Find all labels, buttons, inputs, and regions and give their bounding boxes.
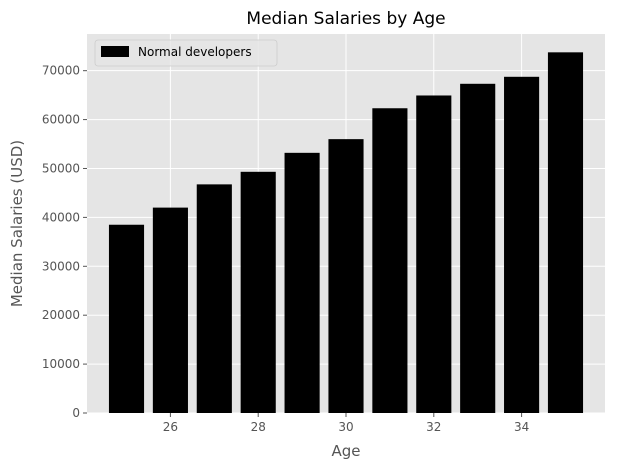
bar (372, 108, 408, 413)
bar (504, 76, 540, 413)
bar (328, 139, 364, 413)
y-axis-ticks: 0 10000 20000 30000 40000 50000 60000 70000 (42, 64, 87, 420)
chart-title: Median Salaries by Age (246, 9, 445, 29)
y-tick-label: 60000 (42, 113, 80, 127)
x-axis-ticks: 26 28 30 32 34 (163, 413, 529, 434)
bar (460, 83, 496, 413)
bar (284, 152, 320, 413)
bar (240, 171, 276, 413)
legend-label: Normal developers (138, 45, 252, 59)
y-axis-label: Median Salaries (USD) (8, 140, 26, 307)
x-tick-label: 34 (514, 420, 529, 434)
x-tick-label: 32 (426, 420, 441, 434)
bar (196, 184, 232, 413)
bars (108, 52, 584, 414)
y-tick-label: 10000 (42, 357, 80, 371)
x-tick-label: 28 (251, 420, 266, 434)
bar (416, 95, 452, 413)
y-tick-label: 30000 (42, 259, 80, 273)
y-tick-label: 0 (72, 406, 80, 420)
legend-swatch (101, 46, 129, 57)
y-tick-label: 70000 (42, 64, 80, 78)
y-tick-label: 50000 (42, 161, 80, 175)
bar (152, 207, 188, 413)
y-tick-label: 40000 (42, 210, 80, 224)
x-tick-label: 26 (163, 420, 178, 434)
bar (108, 224, 145, 413)
legend-box (94, 39, 278, 67)
legend: Normal developers (94, 39, 278, 67)
y-tick-label: 20000 (42, 308, 80, 322)
bar (547, 52, 584, 414)
x-tick-label: 30 (338, 420, 353, 434)
x-axis-label: Age (331, 442, 360, 460)
